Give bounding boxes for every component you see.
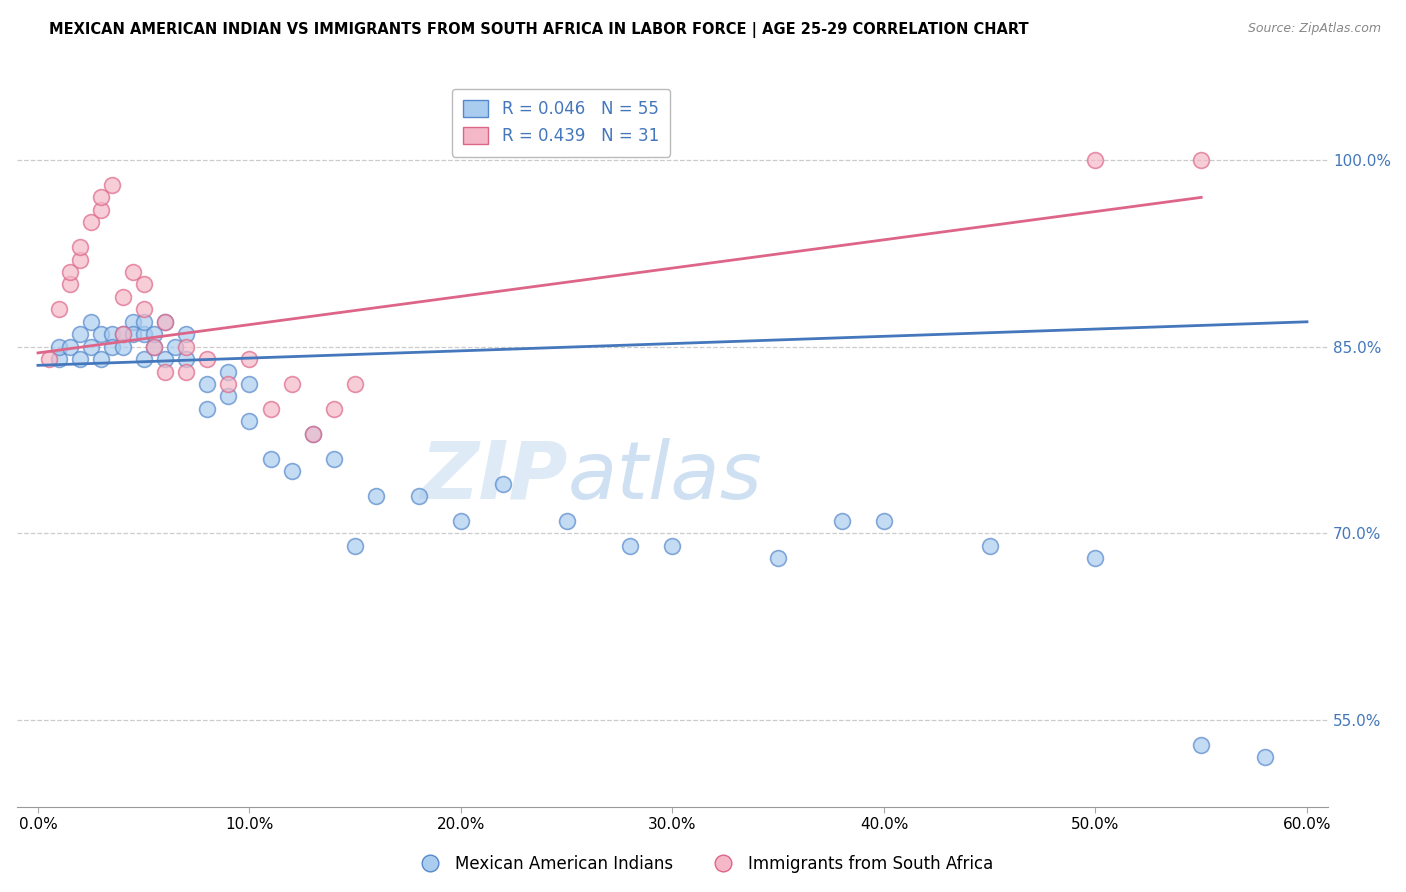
Point bbox=[122, 265, 145, 279]
Point bbox=[90, 190, 112, 204]
Point bbox=[344, 376, 367, 391]
Point bbox=[122, 327, 145, 342]
Point bbox=[80, 215, 103, 229]
Point bbox=[323, 451, 346, 466]
Point bbox=[281, 376, 304, 391]
Point bbox=[101, 327, 124, 342]
Point bbox=[48, 302, 70, 317]
Point bbox=[238, 352, 260, 367]
Text: ZIP: ZIP bbox=[420, 438, 568, 516]
Point bbox=[302, 426, 325, 441]
Point bbox=[366, 489, 388, 503]
Point bbox=[132, 315, 155, 329]
Point bbox=[69, 240, 91, 254]
Point bbox=[492, 476, 515, 491]
Point bbox=[48, 352, 70, 367]
Point bbox=[408, 489, 430, 503]
Point bbox=[143, 327, 166, 342]
Point bbox=[90, 327, 112, 342]
Point bbox=[69, 327, 91, 342]
Point bbox=[80, 315, 103, 329]
Point bbox=[831, 514, 853, 528]
Point bbox=[259, 401, 281, 416]
Point bbox=[768, 551, 790, 566]
Point bbox=[132, 327, 155, 342]
Point bbox=[217, 389, 239, 403]
Point bbox=[174, 365, 197, 379]
Point bbox=[195, 376, 218, 391]
Point bbox=[174, 352, 197, 367]
Legend: Mexican American Indians, Immigrants from South Africa: Mexican American Indians, Immigrants fro… bbox=[406, 848, 1000, 880]
Text: atlas: atlas bbox=[568, 438, 762, 516]
Point bbox=[238, 376, 260, 391]
Point bbox=[174, 327, 197, 342]
Point bbox=[111, 290, 134, 304]
Point bbox=[344, 539, 367, 553]
Point bbox=[48, 340, 70, 354]
Point bbox=[59, 277, 82, 292]
Point bbox=[323, 401, 346, 416]
Point bbox=[450, 514, 472, 528]
Text: MEXICAN AMERICAN INDIAN VS IMMIGRANTS FROM SOUTH AFRICA IN LABOR FORCE | AGE 25-: MEXICAN AMERICAN INDIAN VS IMMIGRANTS FR… bbox=[49, 22, 1029, 38]
Point bbox=[69, 352, 91, 367]
Point bbox=[165, 340, 187, 354]
Point bbox=[38, 352, 60, 367]
Point bbox=[174, 340, 197, 354]
Point bbox=[80, 340, 103, 354]
Point bbox=[1189, 153, 1212, 167]
Point bbox=[238, 414, 260, 428]
Point bbox=[217, 365, 239, 379]
Point bbox=[143, 340, 166, 354]
Point bbox=[59, 340, 82, 354]
Point bbox=[132, 277, 155, 292]
Point bbox=[111, 340, 134, 354]
Point bbox=[153, 315, 176, 329]
Point bbox=[302, 426, 325, 441]
Point bbox=[661, 539, 683, 553]
Point bbox=[1084, 153, 1107, 167]
Point bbox=[101, 340, 124, 354]
Text: Source: ZipAtlas.com: Source: ZipAtlas.com bbox=[1247, 22, 1381, 36]
Point bbox=[90, 202, 112, 217]
Point bbox=[69, 252, 91, 267]
Point bbox=[281, 464, 304, 478]
Point bbox=[555, 514, 578, 528]
Point bbox=[1189, 738, 1212, 752]
Point bbox=[259, 451, 281, 466]
Point bbox=[111, 327, 134, 342]
Point bbox=[90, 352, 112, 367]
Point bbox=[195, 352, 218, 367]
Point bbox=[153, 315, 176, 329]
Point bbox=[979, 539, 1001, 553]
Point bbox=[153, 352, 176, 367]
Point bbox=[122, 315, 145, 329]
Point bbox=[873, 514, 896, 528]
Point bbox=[111, 327, 134, 342]
Point bbox=[1253, 750, 1275, 764]
Point bbox=[195, 401, 218, 416]
Point bbox=[143, 340, 166, 354]
Point bbox=[217, 376, 239, 391]
Point bbox=[619, 539, 641, 553]
Legend: R = 0.046   N = 55, R = 0.439   N = 31: R = 0.046 N = 55, R = 0.439 N = 31 bbox=[451, 88, 671, 157]
Point bbox=[101, 178, 124, 192]
Point bbox=[1084, 551, 1107, 566]
Point bbox=[153, 365, 176, 379]
Point bbox=[59, 265, 82, 279]
Point bbox=[132, 352, 155, 367]
Point bbox=[132, 302, 155, 317]
